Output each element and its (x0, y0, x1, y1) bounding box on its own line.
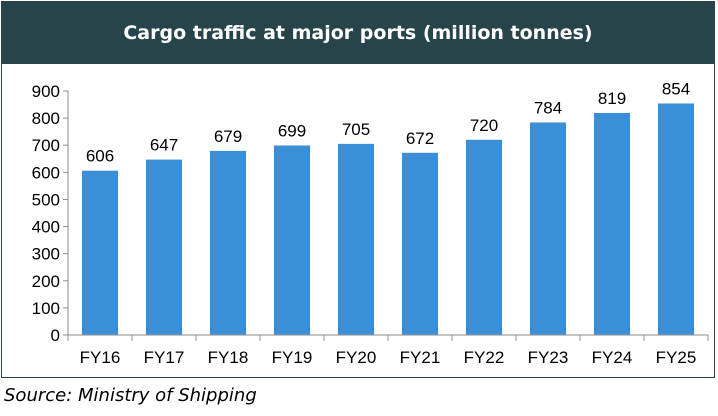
x-tick-label-fy23: FY23 (528, 348, 569, 367)
x-tick-label-fy17: FY17 (144, 348, 185, 367)
x-tick-label-fy19: FY19 (272, 348, 313, 367)
source-note: Source: Ministry of Shipping (4, 385, 257, 406)
data-label-fy19: 699 (278, 121, 306, 140)
data-label-fy25: 854 (662, 79, 690, 98)
data-label-fy21: 672 (406, 129, 434, 148)
y-tick-label: 400 (32, 218, 60, 237)
bar-fy25 (658, 103, 694, 335)
bar-chart: 0 100 200 300 400 500 600 700 800 900 606 647 679 69… (32, 79, 709, 367)
x-tick-label-fy22: FY22 (464, 348, 505, 367)
x-axis: FY16 FY17 FY18 FY19 FY20 FY21 FY22 FY23 FY24 FY25 (67, 334, 709, 367)
bar-fy18 (210, 150, 246, 335)
y-tick-label: 500 (32, 190, 60, 209)
x-tick-label-fy16: FY16 (80, 348, 121, 367)
x-tick-label-fy25: FY25 (656, 348, 697, 367)
bar-fy17 (146, 159, 182, 335)
x-tick-label-fy21: FY21 (400, 348, 441, 367)
y-tick-label: 800 (32, 109, 60, 128)
y-tick-label: 200 (32, 272, 60, 291)
y-tick-label: 600 (32, 163, 60, 182)
bar-fy16 (82, 170, 118, 335)
y-tick-label: 900 (32, 82, 60, 101)
data-label-fy22: 720 (470, 116, 498, 135)
bar-fy20 (338, 143, 374, 335)
data-label-fy18: 679 (214, 127, 242, 146)
data-label-fy16: 606 (86, 147, 114, 166)
y-tick-label: 0 (51, 326, 60, 345)
x-tick-label-fy18: FY18 (208, 348, 249, 367)
chart-title: Cargo traffic at major ports (million to… (2, 2, 714, 64)
y-tick-label: 300 (32, 245, 60, 264)
y-tick-label: 700 (32, 136, 60, 155)
bar-fy21 (402, 152, 438, 335)
data-label-fy23: 784 (534, 98, 562, 117)
bars (82, 103, 694, 336)
bar-fy19 (274, 145, 310, 335)
y-axis: 0 100 200 300 400 500 600 700 800 900 (32, 82, 69, 345)
bar-fy23 (530, 122, 566, 336)
bar-fy22 (466, 139, 502, 335)
x-tick-label-fy24: FY24 (592, 348, 633, 367)
data-label-fy24: 819 (598, 89, 626, 108)
data-label-fy17: 647 (150, 136, 178, 155)
y-tick-label: 100 (32, 299, 60, 318)
chart-frame: Cargo traffic at major ports (million to… (1, 1, 715, 378)
data-label-fy20: 705 (342, 120, 370, 139)
bar-fy24 (594, 112, 630, 336)
x-tick-label-fy20: FY20 (336, 348, 377, 367)
data-labels: 606 647 679 699 705 672 720 784 819 854 (86, 79, 690, 165)
